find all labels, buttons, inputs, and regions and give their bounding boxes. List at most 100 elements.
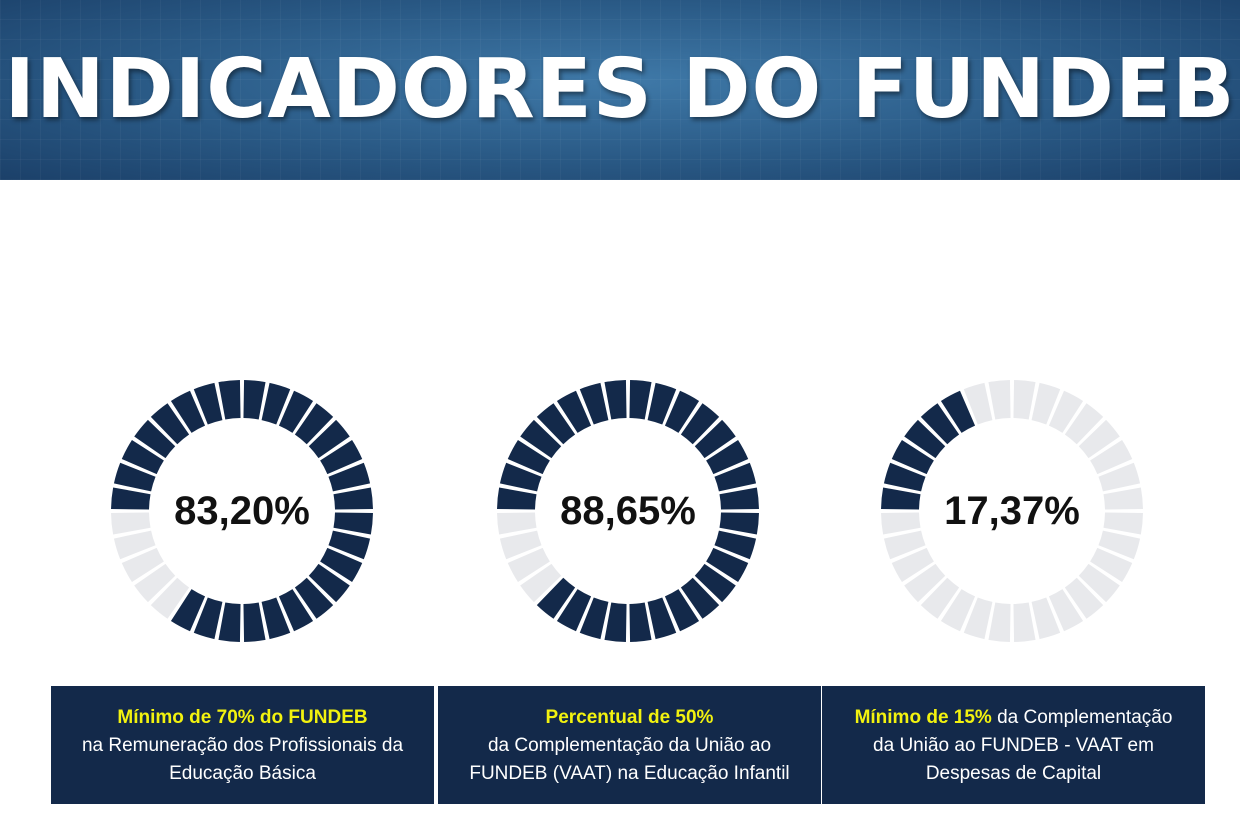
info-box-remuneracao: Mínimo de 70% do FUNDEB na Remuneração d… [51,686,434,804]
gauge-segment-filled [218,602,241,642]
info-highlight: Mínimo de 15% [854,707,992,728]
gauge-segment-filled [308,419,350,459]
gauge-segment-empty [1078,419,1120,459]
info-box-despesas-capital: Mínimo de 15% da Complementação da União… [822,686,1205,804]
gauge-segment-empty [904,563,946,603]
gauge-segment-filled [134,419,176,459]
gauge-segment-filled [904,419,946,459]
info-line-3: Educação Básica [169,763,316,784]
info-line-2: da Complementação da União ao [487,735,772,756]
gauge-segment-filled [121,439,164,475]
gauge-despesas-capital: 17,37% [881,380,1143,642]
gauge-segment-filled [680,577,720,619]
header-banner: INDICADORES DO FUNDEB [0,0,1240,180]
gauge-segment-filled [507,439,550,475]
gauge-segment-filled [113,462,156,492]
gauge-segment-filled [170,589,206,632]
gauge-segment-filled [497,487,537,510]
gauge-segment-filled [328,462,371,492]
gauge-segment-filled [694,563,736,603]
gauge-segment-filled [261,382,291,425]
gauge-segment-filled [320,439,363,475]
gauge-segment-filled [536,403,576,445]
gauge-segment-empty [1098,462,1141,492]
gauge-segment-filled [719,512,759,535]
gauge-segment-filled [629,380,652,420]
gauge-segment-filled [664,589,700,632]
gauge-segment-filled [170,390,206,433]
gauge-segment-filled [706,547,749,583]
gauge-segment-filled [294,577,334,619]
gauge-segment-filled [333,512,373,535]
gauge-segment-filled [333,487,373,510]
page-title: INDICADORES DO FUNDEB [4,42,1236,137]
gauge-segment-empty [1031,597,1061,640]
gauge-segment-filled [664,390,700,433]
gauge-segment-empty [963,382,993,425]
gauge-segment-filled [706,439,749,475]
gauge-segment-filled [647,597,677,640]
gauge-segment-empty [1090,547,1133,583]
gauge-value-label: 88,65% [560,489,696,533]
gauge-segment-empty [113,530,156,560]
gauge-segment-empty [920,577,960,619]
info-line-2: na Remuneração dos Profissionais da [81,735,404,756]
gauge-segment-filled [940,390,976,433]
gauge-segment-filled [579,597,609,640]
gauge-segment-empty [883,530,926,560]
donut-chart [111,380,373,642]
gauge-segment-filled [111,487,151,510]
gauge-segment-empty [1078,563,1120,603]
gauge-segment-filled [193,382,223,425]
info-line-1: Mínimo de 15% da Complementação [822,704,1205,732]
gauge-segment-empty [988,602,1011,642]
gauge-segment-empty [1048,589,1084,632]
gauge-segment-filled [520,419,562,459]
gauge-segment-filled [714,530,757,560]
gauge-value-label: 17,37% [944,489,1080,533]
gauge-segment-empty [1048,390,1084,433]
donut-chart [497,380,759,642]
gauge-segment-empty [507,547,550,583]
info-line-2: da União ao FUNDEB - VAAT em [873,735,1154,756]
gauge-segment-filled [891,439,934,475]
info-highlight: Percentual de 50% [545,707,714,728]
gauge-segment-empty [1031,382,1061,425]
gauge-segment-empty [1090,439,1133,475]
gauge-segment-empty [121,547,164,583]
gauge-segment-filled [556,589,592,632]
gauge-segment-empty [1103,512,1143,535]
gauge-segment-filled [308,563,350,603]
gauge-segment-filled [243,380,266,420]
gauge-segment-empty [881,512,921,535]
gauge-segment-filled [193,597,223,640]
gauge-segment-filled [243,602,266,642]
gauge-segment-filled [536,577,576,619]
info-text: da Complementação [991,707,1173,728]
gauge-segment-empty [963,597,993,640]
info-box-educacao-infantil: Percentual de 50% da Complementação da U… [438,686,821,804]
donut-chart [881,380,1143,642]
gauge-segment-empty [499,530,542,560]
gauge-segment-empty [1064,577,1104,619]
gauge-segment-filled [556,390,592,433]
info-line-3: FUNDEB (VAAT) na Educação Infantil [469,763,790,784]
gauge-segment-filled [694,419,736,459]
gauge-segment-filled [881,487,921,510]
gauge-segment-empty [134,563,176,603]
gauge-segment-filled [647,382,677,425]
gauge-segment-filled [719,487,759,510]
gauge-segment-empty [150,577,190,619]
gauge-segment-empty [1013,380,1036,420]
info-highlight: Mínimo de 70% do FUNDEB [117,707,368,728]
gauge-segment-filled [714,462,757,492]
info-line-1: Mínimo de 70% do FUNDEB [51,704,434,732]
info-line-3: Despesas de Capital [925,763,1102,784]
gauge-remuneracao: 83,20% [111,380,373,642]
gauge-segment-empty [940,589,976,632]
gauge-segment-filled [294,403,334,445]
gauge-segment-empty [1064,403,1104,445]
gauge-segment-filled [499,462,542,492]
gauge-segment-empty [497,512,537,535]
info-line-1: Percentual de 50% [438,704,821,732]
